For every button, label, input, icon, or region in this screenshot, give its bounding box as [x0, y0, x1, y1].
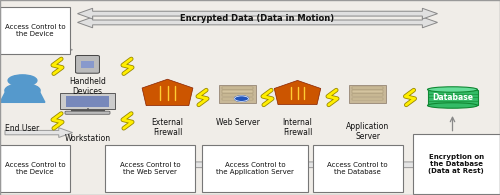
Polygon shape — [5, 45, 72, 55]
Text: Access Control to
the Device: Access Control to the Device — [4, 162, 66, 175]
FancyBboxPatch shape — [202, 145, 308, 192]
FancyBboxPatch shape — [219, 85, 256, 103]
Text: Handheld
Devices: Handheld Devices — [69, 77, 106, 96]
Polygon shape — [5, 128, 72, 137]
FancyBboxPatch shape — [222, 94, 252, 96]
FancyBboxPatch shape — [0, 145, 70, 192]
Polygon shape — [318, 158, 440, 171]
FancyBboxPatch shape — [222, 98, 252, 100]
Text: External
Firewall: External Firewall — [152, 118, 184, 137]
FancyBboxPatch shape — [349, 85, 386, 103]
Text: Workstation: Workstation — [64, 134, 110, 143]
Text: Access Control to
the Application Server: Access Control to the Application Server — [216, 162, 294, 175]
FancyBboxPatch shape — [0, 7, 70, 54]
FancyBboxPatch shape — [222, 90, 252, 93]
FancyBboxPatch shape — [66, 96, 109, 107]
FancyBboxPatch shape — [352, 94, 382, 96]
FancyBboxPatch shape — [412, 134, 500, 194]
FancyBboxPatch shape — [352, 87, 382, 89]
Polygon shape — [208, 158, 345, 171]
Polygon shape — [108, 158, 248, 171]
Ellipse shape — [428, 87, 478, 92]
Polygon shape — [0, 87, 45, 102]
Text: Web Server: Web Server — [216, 118, 260, 127]
FancyBboxPatch shape — [65, 111, 110, 114]
FancyBboxPatch shape — [76, 55, 100, 73]
Text: Encryption on
the Database
(Data at Rest): Encryption on the Database (Data at Rest… — [428, 154, 484, 174]
FancyBboxPatch shape — [105, 145, 195, 192]
Polygon shape — [274, 80, 321, 105]
FancyBboxPatch shape — [81, 61, 94, 68]
Circle shape — [5, 84, 40, 97]
Text: Database: Database — [432, 93, 473, 102]
Text: Encrypted Data (Data in Motion): Encrypted Data (Data in Motion) — [180, 13, 334, 23]
Polygon shape — [78, 17, 438, 28]
Polygon shape — [142, 79, 193, 106]
Text: Access Control to
the Database: Access Control to the Database — [327, 162, 388, 175]
Text: Application
Server: Application Server — [346, 122, 389, 141]
FancyBboxPatch shape — [60, 93, 115, 109]
Text: End User: End User — [6, 124, 40, 133]
Text: Access Control to
the Web Server: Access Control to the Web Server — [120, 162, 180, 175]
Ellipse shape — [428, 103, 478, 108]
FancyBboxPatch shape — [352, 98, 382, 100]
FancyBboxPatch shape — [428, 90, 478, 105]
Polygon shape — [78, 8, 438, 19]
FancyBboxPatch shape — [222, 87, 252, 89]
Circle shape — [234, 96, 248, 101]
FancyBboxPatch shape — [312, 145, 402, 192]
Circle shape — [8, 75, 37, 86]
Text: Internal
Firewall: Internal Firewall — [282, 118, 312, 137]
Text: Access Control to
the Device: Access Control to the Device — [4, 24, 66, 37]
FancyBboxPatch shape — [352, 90, 382, 93]
